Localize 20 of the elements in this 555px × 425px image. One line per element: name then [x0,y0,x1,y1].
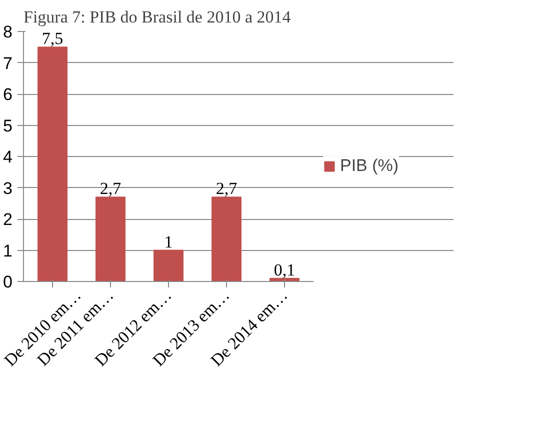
bar [96,196,126,282]
data-label: 2,7 [100,179,122,198]
chart-title: Figura 7: PIB do Brasil de 2010 a 2014 [24,8,292,26]
data-label: 7,5 [42,29,64,48]
legend-label: PIB (%) [340,156,399,176]
y-tick-label: 1 [3,241,13,260]
y-tick-label: 2 [3,210,13,229]
bar [154,250,184,282]
data-label: 0,1 [274,260,296,280]
y-tick-label: 7 [3,54,13,73]
y-tick-label: 6 [3,85,13,104]
y-tick-label: 0 [3,272,13,292]
data-label: 1 [164,232,173,252]
bar [38,46,68,282]
data-label: 2,7 [216,179,238,198]
y-tick-label: 8 [3,22,13,42]
y-tick-label: 4 [3,148,13,166]
y-tick-label: 3 [3,178,13,198]
bar [212,196,242,282]
y-tick-label: 5 [3,116,13,136]
